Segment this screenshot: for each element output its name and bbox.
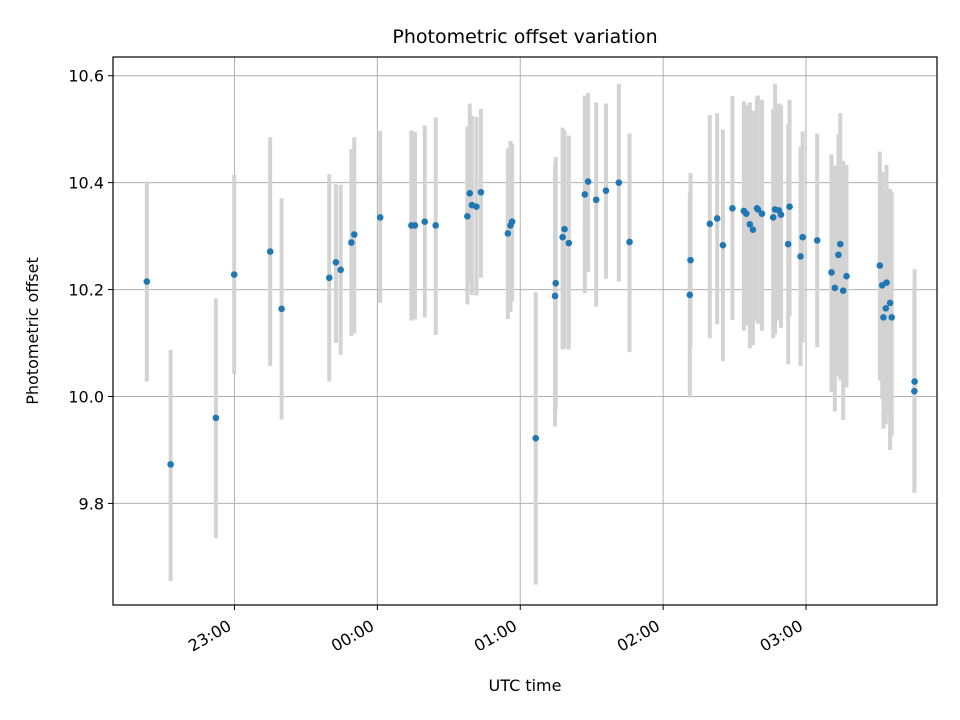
data-points	[143, 178, 918, 468]
data-point	[615, 179, 623, 186]
data-point	[552, 279, 560, 287]
data-point	[581, 191, 589, 198]
data-point	[230, 271, 238, 278]
data-point	[473, 203, 480, 210]
data-point	[837, 240, 844, 248]
data-point	[337, 266, 344, 274]
y-tick-label: 10.0	[68, 387, 104, 406]
data-point	[411, 222, 419, 229]
data-point	[551, 292, 559, 300]
data-point	[911, 387, 918, 395]
data-point	[686, 291, 694, 299]
data-point	[508, 218, 516, 225]
data-point	[713, 215, 721, 222]
data-point	[729, 205, 736, 212]
chart-title: Photometric offset variation	[392, 26, 657, 48]
data-point	[828, 269, 835, 276]
data-point	[813, 237, 821, 244]
data-point	[835, 251, 842, 259]
data-point	[784, 240, 792, 248]
data-point	[758, 210, 766, 217]
y-axis-ticks: 9.8 10.0 10.2 10.4 10.6	[68, 67, 113, 513]
data-point	[464, 213, 471, 220]
y-tick-label: 10.4	[68, 174, 104, 193]
y-tick-label: 10.2	[68, 281, 104, 300]
data-point	[376, 214, 384, 221]
data-point	[561, 225, 568, 233]
data-point	[719, 241, 727, 249]
data-point	[350, 231, 358, 238]
data-point	[266, 248, 274, 255]
data-point	[911, 378, 918, 385]
data-point	[584, 178, 592, 185]
data-point	[332, 258, 340, 266]
data-point	[602, 187, 610, 194]
data-point	[882, 304, 890, 312]
y-axis-label: Photometric offset	[23, 257, 42, 405]
data-point	[348, 239, 355, 246]
data-point	[466, 190, 474, 197]
data-point	[421, 218, 429, 225]
y-tick-label: 10.6	[68, 67, 104, 86]
data-point	[742, 210, 750, 217]
y-tick-label: 9.8	[79, 494, 104, 513]
data-point	[565, 239, 573, 247]
data-point	[432, 222, 439, 229]
data-point	[687, 256, 694, 264]
data-point	[876, 262, 884, 269]
data-point	[559, 233, 566, 241]
data-point	[831, 284, 839, 292]
data-point	[212, 414, 220, 422]
data-point	[592, 196, 600, 204]
data-point	[754, 206, 762, 213]
data-point	[749, 226, 757, 233]
data-point	[839, 287, 847, 294]
data-point	[143, 278, 151, 285]
data-point	[167, 461, 174, 468]
plot-frame	[112, 56, 938, 606]
data-point	[886, 299, 894, 307]
data-point	[706, 220, 714, 228]
data-point	[278, 305, 285, 313]
data-point	[777, 211, 785, 219]
data-point	[888, 314, 896, 321]
data-point	[746, 221, 754, 228]
data-point	[799, 233, 806, 241]
data-point	[883, 279, 890, 286]
data-point	[843, 272, 850, 280]
data-point	[880, 314, 887, 321]
data-point	[532, 434, 540, 442]
data-point	[504, 230, 512, 237]
data-point	[797, 253, 804, 260]
data-point	[325, 274, 333, 282]
data-point	[769, 214, 777, 221]
data-point	[626, 238, 633, 246]
data-point	[786, 203, 793, 210]
x-axis-label: UTC time	[489, 676, 562, 695]
data-point	[477, 188, 485, 196]
